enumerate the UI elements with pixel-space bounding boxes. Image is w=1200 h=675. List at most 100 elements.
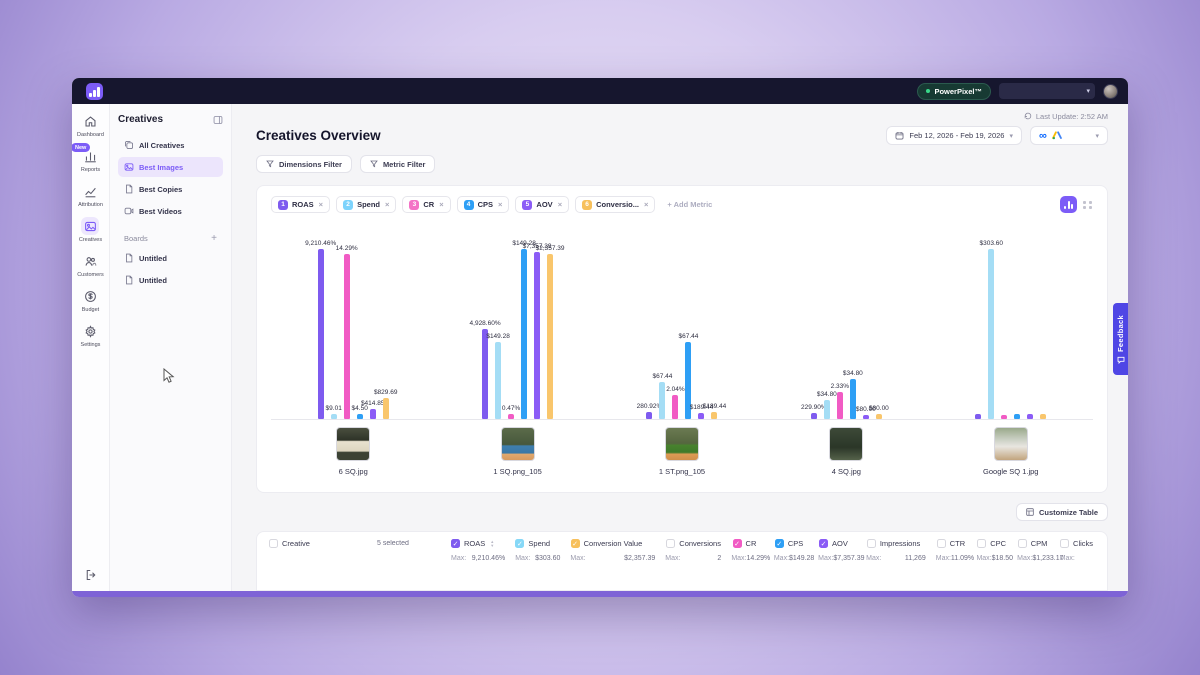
bar-cr[interactable] [1001,415,1008,419]
panel-item-best-images[interactable]: Best Images [118,157,223,177]
checkbox-cpm[interactable] [1017,539,1027,548]
board-item-untitled[interactable]: Untitled [118,248,223,268]
panel-item-best-copies[interactable]: Best Copies [118,179,223,199]
checkbox-conversions[interactable] [666,539,676,548]
bar-spend[interactable]: $34.80 [817,391,837,419]
bar-aov[interactable]: $414.85 [361,400,384,419]
remove-metric-icon[interactable]: × [644,200,649,209]
bar-spend[interactable]: $9.01 [326,405,342,419]
bar-cps[interactable]: $4.50 [352,405,368,419]
grid-view-icon[interactable] [1083,200,1093,209]
creative-thumbnail[interactable] [664,427,699,461]
bar-value-label: $414.85 [360,400,385,407]
bar-cr[interactable]: 0.47% [502,405,520,419]
checkbox-spend[interactable]: ✓ [515,539,525,548]
metric-chip-cr[interactable]: 3 CR × [402,196,451,213]
bar-value-label: $7,357.39 [522,243,552,250]
bar-roas[interactable]: 4,928.60% [470,320,501,419]
account-dropdown[interactable]: ▾ [999,83,1095,99]
platform-selector[interactable]: ∞ ▾ [1030,126,1108,145]
checkbox-cpc[interactable] [977,539,987,548]
checkbox-cr[interactable]: ✓ [732,539,742,548]
bar-cps[interactable] [1014,414,1021,419]
remove-metric-icon[interactable]: × [557,200,563,209]
checkbox-conversion-value[interactable]: ✓ [570,539,580,548]
checkbox-aov[interactable]: ✓ [819,539,828,548]
checkbox-roas[interactable]: ✓ [451,539,460,548]
bar-cps[interactable]: $67.44 [679,333,698,419]
max-label: Max: [665,555,681,562]
metric-chip-conversio[interactable]: 6 Conversio... × [575,196,656,213]
checkbox-creative[interactable] [269,539,278,548]
checkbox-impressions[interactable] [866,539,876,548]
bar-aov[interactable] [1027,414,1034,419]
checkbox-ctr[interactable] [936,539,946,548]
bar-conversion-value[interactable]: $189.44 [703,403,726,419]
refresh-icon[interactable] [1024,112,1032,120]
bar-conversion-value[interactable]: $2,357.39 [536,245,565,419]
sidebar-item-customers[interactable]: Customers [77,252,104,278]
creative-thumbnail[interactable] [500,427,535,461]
bar-roas[interactable]: 229.90% [801,404,827,419]
remove-metric-icon[interactable]: × [384,200,390,209]
remove-metric-icon[interactable]: × [318,200,324,209]
bar-conversion-value[interactable]: $80.00 [869,405,889,419]
max-label: Max: [935,555,951,562]
sidebar-item-attribution[interactable]: Attribution [77,182,104,208]
creative-thumbnail[interactable] [336,427,371,461]
table-icon [1026,508,1034,516]
bar-cps[interactable]: $34.80 [843,370,863,419]
bar-value-label: 2.04% [666,386,685,393]
dimensions-filter-button[interactable]: Dimensions Filter [256,155,352,173]
customize-table-button[interactable]: Customize Table [1015,503,1108,521]
avatar[interactable] [1103,83,1118,99]
bar-aov[interactable]: $7,357.39 [523,243,552,419]
remove-metric-icon[interactable]: × [439,200,444,209]
remove-metric-icon[interactable]: × [498,200,503,209]
collapse-panel-icon[interactable] [213,115,223,125]
chip-label: CR [423,200,435,209]
feedback-tab[interactable]: Feedback [1113,303,1128,375]
bar-roas[interactable]: 280.92% [637,403,662,419]
board-item-untitled[interactable]: Untitled [118,270,223,290]
bar-spend[interactable]: $149.28 [486,333,510,419]
bar-cr[interactable]: 14.29% [336,245,358,419]
bar-spend[interactable]: $303.60 [980,240,1003,419]
sidebar-item-reports[interactable]: New Reports [72,143,104,173]
app-logo-icon[interactable] [86,82,103,100]
sidebar-item-settings[interactable]: Settings [77,322,104,348]
add-board-button[interactable]: + [211,233,217,244]
bar-chart-view-button[interactable] [1060,196,1077,213]
bar-cr[interactable]: 2.04% [666,386,685,419]
sidebar-item-dashboard[interactable]: Dashboard [77,112,104,138]
creative-thumbnail[interactable] [993,427,1028,461]
bar-conversion-value[interactable]: $829.69 [374,389,397,419]
bar-spend[interactable]: $67.44 [653,373,672,419]
date-range-picker[interactable]: Feb 12, 2026 - Feb 19, 2026 ▾ [886,126,1022,145]
checkbox-clicks[interactable] [1060,539,1070,548]
bar-aov[interactable]: $189.44 [690,404,713,419]
bar-cr[interactable]: 2.33% [831,383,849,419]
checkbox-cps[interactable]: ✓ [774,539,784,548]
panel-item-best-videos[interactable]: Best Videos [118,201,223,221]
sidebar-item-budget[interactable]: Budget [77,287,104,313]
sidebar-item-creatives[interactable]: Creatives [77,217,104,243]
bar-cps[interactable]: $149.28 [512,240,536,419]
bar-roas[interactable]: 9,210.46% [305,240,336,419]
metric-filter-button[interactable]: Metric Filter [359,155,436,173]
bar-aov[interactable]: $80.00 [856,406,876,419]
metric-chip-roas[interactable]: 1 ROAS × [271,196,331,213]
max-label: Max: [818,555,834,562]
bar-value-label: $80.00 [868,405,889,412]
bar-conversion-value[interactable] [1040,414,1047,419]
sort-icon[interactable]: ▲ ▼ [490,539,495,548]
logout-icon[interactable] [85,569,97,581]
add-metric-button[interactable]: + Add Metric [667,200,713,209]
creative-thumbnail[interactable] [829,427,864,461]
metric-chip-spend[interactable]: 2 Spend × [336,196,397,213]
panel-item-all-creatives[interactable]: All Creatives [118,135,223,155]
powerpixel-badge[interactable]: PowerPixel™ [917,82,991,100]
metric-chip-cps[interactable]: 4 CPS × [456,196,510,213]
metric-chip-aov[interactable]: 5 AOV × [515,196,570,213]
bar-roas[interactable] [975,414,982,419]
